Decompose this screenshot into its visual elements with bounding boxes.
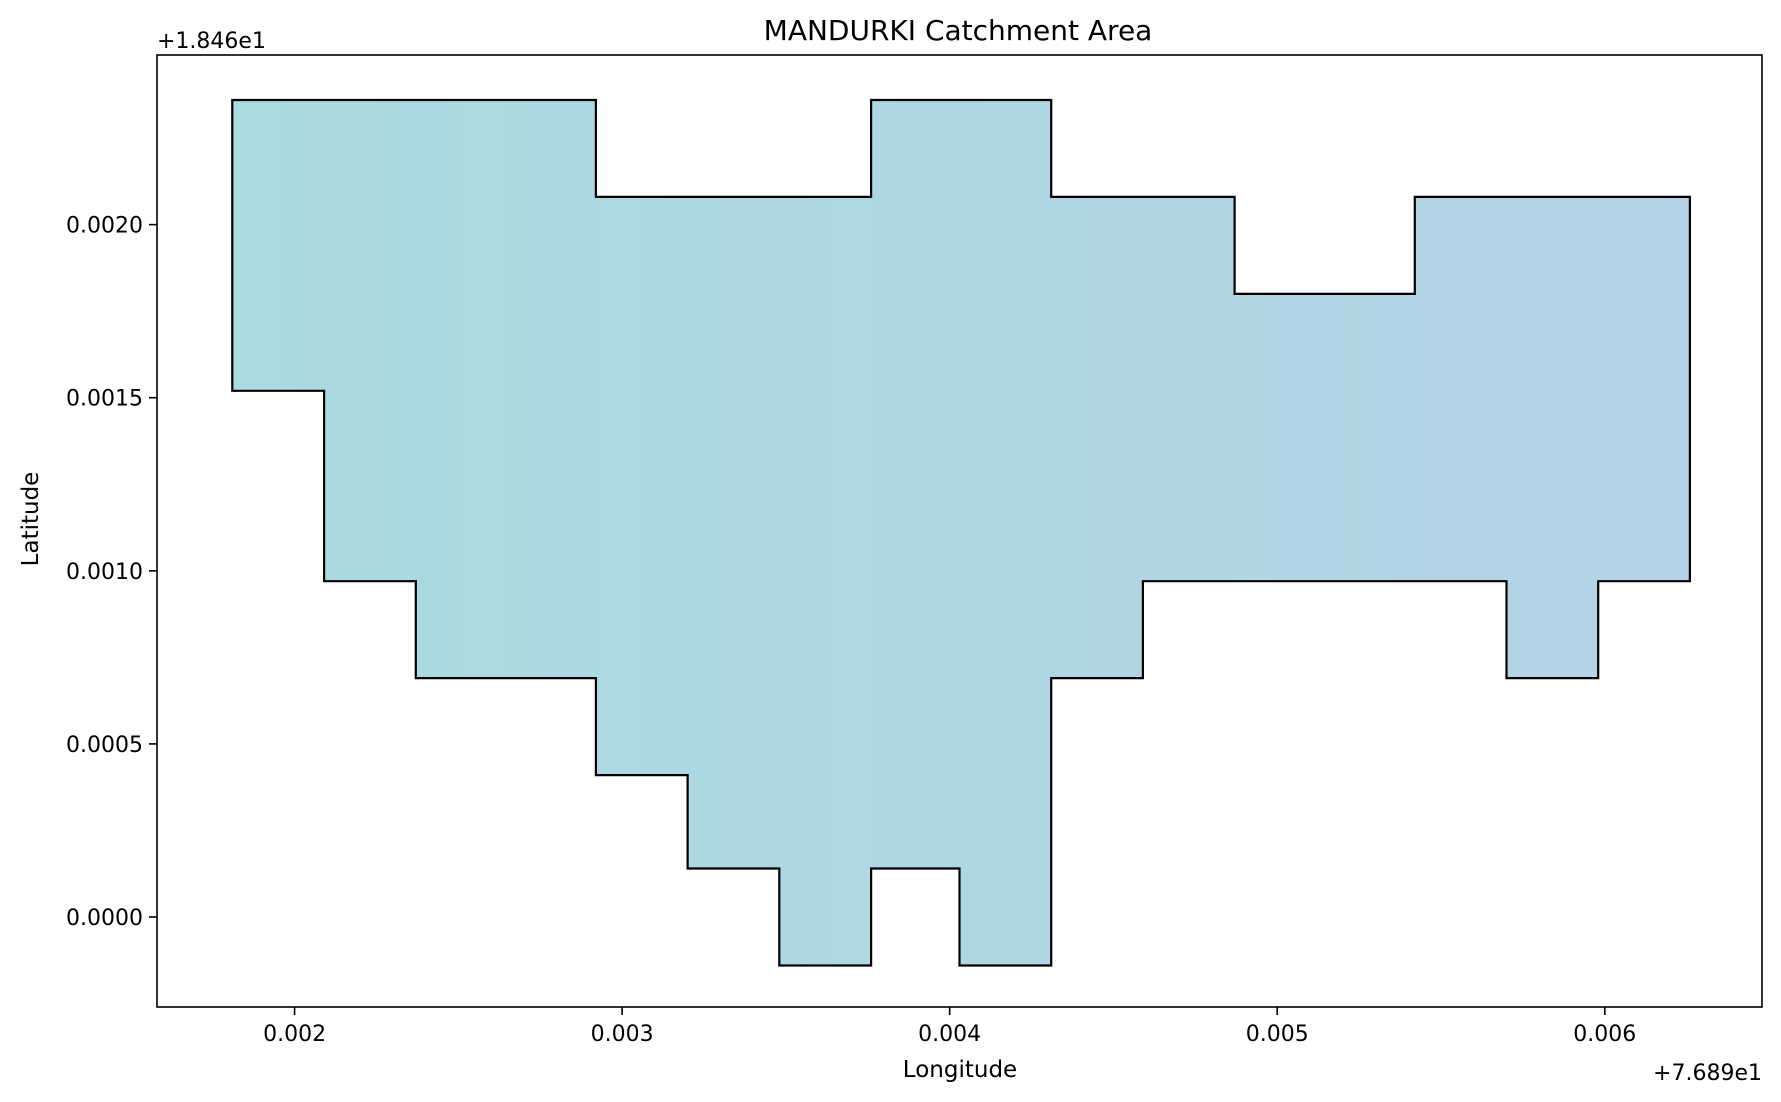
y-tick-label: 0.0010	[66, 560, 143, 585]
plot-frame	[156, 54, 1763, 1008]
x-tick-label: 0.005	[1246, 1022, 1309, 1047]
x-axis-title: Longitude	[903, 1057, 1017, 1083]
catchment-polygon	[231, 98, 1692, 967]
x-offset-label: +7.689e1	[1653, 1061, 1762, 1086]
axis-ticks: 0.002 0.003 0.004 0.005 0.006 0.0000 0.0005 0.0…	[66, 214, 1636, 1047]
x-tick-label: 0.006	[1573, 1022, 1636, 1047]
plot-area	[231, 98, 1692, 967]
y-tick-label: 0.0000	[66, 906, 143, 931]
x-tick-label: 0.003	[591, 1022, 654, 1047]
y-tick-label: 0.0020	[66, 214, 143, 239]
y-tick-label: 0.0005	[66, 733, 143, 758]
y-axis-title: Latitude	[18, 472, 44, 567]
y-tick-label: 0.0015	[66, 387, 143, 412]
chart-title: MANDURKI Catchment Area	[764, 14, 1153, 47]
y-offset-label: +1.846e1	[157, 29, 266, 54]
x-tick-label: 0.004	[918, 1022, 981, 1047]
x-tick-label: 0.002	[263, 1022, 326, 1047]
